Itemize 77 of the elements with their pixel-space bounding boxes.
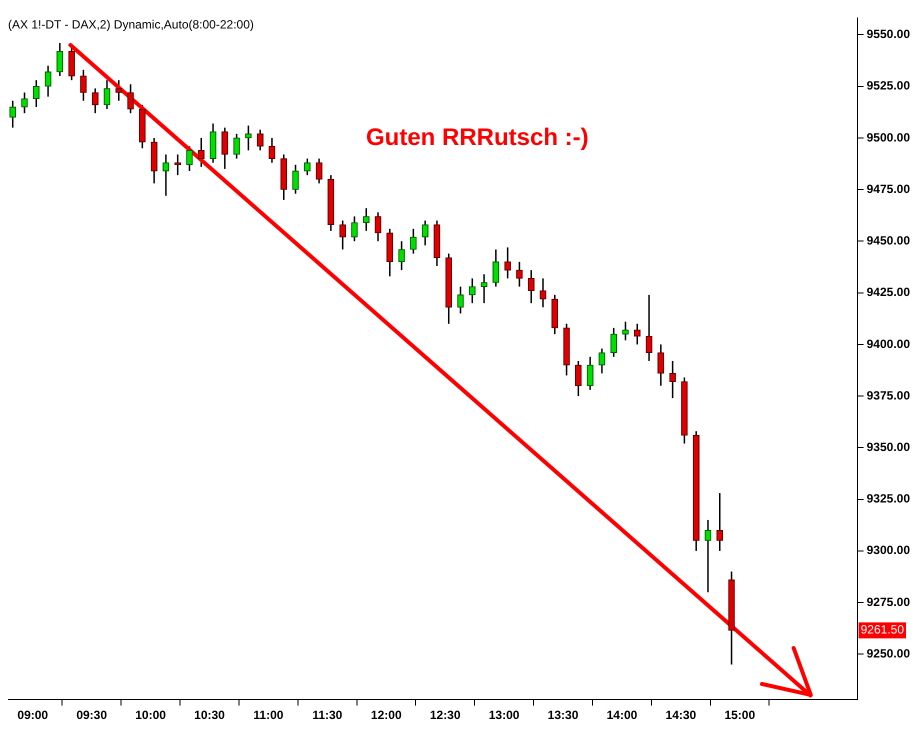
x-tick-label: 12:30 (430, 708, 461, 722)
candlestick (162, 154, 170, 197)
candlestick (540, 278, 546, 308)
candlestick (56, 42, 64, 77)
candlestick (304, 158, 311, 176)
candlestick (44, 64, 52, 98)
y-tick-label: 9250.00 (866, 646, 910, 660)
y-tick-label: 9275.00 (866, 594, 910, 609)
x-tick-label: 14:30 (666, 708, 697, 722)
candlestick (104, 79, 110, 110)
candlestick (658, 344, 664, 386)
candlestick (316, 158, 322, 184)
y-tick-label: 9375.00 (866, 388, 910, 402)
candlestick (586, 356, 594, 391)
candlestick (221, 126, 228, 170)
candlestick (115, 79, 122, 102)
y-tick-label: 9325.00 (866, 492, 910, 506)
x-tick-label: 11:30 (312, 708, 343, 722)
candlestick (575, 360, 582, 397)
candlestick (245, 124, 252, 152)
candlestick (268, 137, 276, 164)
y-tick-label: 9300.00 (866, 543, 910, 558)
y-tick-label: 9500.00 (866, 130, 910, 144)
candlestick (292, 164, 299, 194)
x-tick-label: 10:30 (194, 708, 226, 722)
candlestick (351, 216, 358, 242)
candlestick (480, 273, 488, 304)
annotation: Guten RRRutsch :-) (366, 124, 589, 151)
candlestick (80, 69, 87, 102)
y-tick-label: 9550.00 (866, 27, 910, 42)
x-tick-label: 10:00 (135, 708, 166, 722)
y-tick-label: 9400.00 (866, 336, 910, 351)
candlestick (127, 84, 134, 114)
candlestick (492, 248, 500, 288)
candlestick (704, 519, 712, 593)
candlestick (669, 360, 676, 399)
x-tick-label: 15:00 (724, 708, 756, 722)
candlestick (68, 46, 75, 81)
candlestick (716, 492, 724, 552)
candlestick (186, 145, 193, 172)
candlestick (422, 220, 428, 246)
y-tick-label: 9425.00 (866, 285, 910, 300)
x-tick-label: 12:00 (370, 708, 402, 722)
candlestick (646, 294, 652, 362)
candlestick (634, 323, 641, 346)
text: 9261.50 (860, 622, 904, 637)
candlestick (21, 92, 28, 114)
x-tick-label: 13:30 (548, 708, 579, 722)
x-tick-label: 09:00 (17, 708, 48, 722)
y-tick-label: 9525.00 (866, 78, 910, 93)
candlestick (622, 320, 629, 342)
candlestick (504, 246, 511, 280)
y-tick-label: 9350.00 (866, 440, 910, 454)
candlestick (457, 286, 464, 314)
x-tick-label: 13:00 (488, 708, 520, 722)
candlestick (339, 220, 346, 250)
candlestick (398, 240, 405, 271)
x-tick-label: 09:30 (76, 708, 108, 722)
y-tick-label: 9475.00 (866, 182, 910, 196)
x-tick-label: 14:00 (606, 708, 638, 722)
candlestick (362, 207, 370, 232)
candlestick (410, 228, 417, 254)
candlestick (9, 100, 16, 128)
candlestick (610, 327, 618, 358)
candlestick (598, 348, 606, 374)
candlestick (198, 137, 205, 168)
candlestick (233, 133, 240, 160)
x-tick-label: 11:00 (253, 708, 284, 722)
candlestick (516, 261, 523, 288)
candlestick (374, 212, 382, 242)
candlestick (92, 88, 99, 114)
candlestick (32, 79, 40, 108)
y-tick-label: 9450.00 (866, 234, 910, 248)
chart-title: (AX 1!-DT - DAX,2) Dynamic,Auto(8:00-22:00) (8, 18, 254, 32)
candlestick (256, 128, 264, 152)
candlestick (528, 269, 535, 304)
candlestick (468, 278, 476, 304)
